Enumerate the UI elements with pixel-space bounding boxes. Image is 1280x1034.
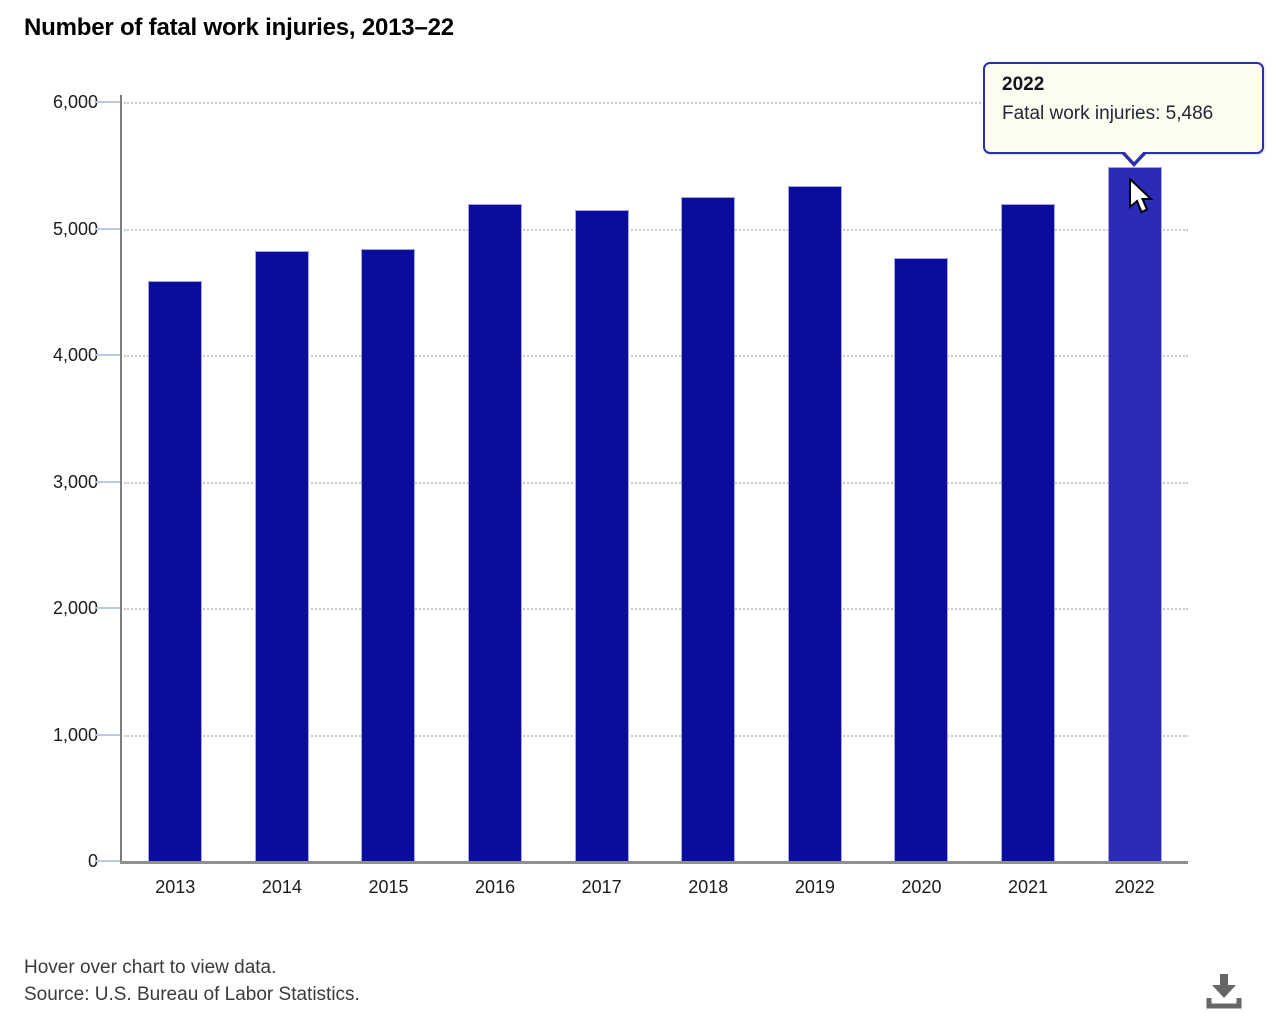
x-axis-line — [120, 861, 1188, 864]
bar-slot-2020 — [868, 102, 975, 861]
x-axis-labels: 2013 2014 2015 2016 2017 2018 2019 2020 2021 2022 — [122, 877, 1188, 898]
y-tick — [96, 734, 120, 736]
bar-slot-2019 — [762, 102, 869, 861]
tooltip-tail-fill — [1123, 150, 1145, 162]
bars-container — [122, 102, 1188, 861]
x-axis-label-2018: 2018 — [688, 877, 729, 897]
x-axis-label-2015: 2015 — [368, 877, 409, 897]
bar-slot-2018 — [655, 102, 762, 861]
tooltip-year: 2022 — [1002, 74, 1045, 95]
y-tick — [96, 228, 120, 230]
y-tick — [96, 481, 120, 483]
gridline-4000 — [124, 355, 1188, 357]
x-axis-label-2016: 2016 — [475, 877, 516, 897]
y-axis-label-0: 0 — [87, 851, 98, 871]
bar-2021[interactable] — [1001, 204, 1056, 861]
y-tick — [96, 607, 120, 609]
source-note: Source: U.S. Bureau of Labor Statistics. — [24, 984, 360, 1005]
download-button[interactable] — [1198, 970, 1250, 1014]
gridline-1000 — [124, 735, 1188, 737]
hover-hint: Hover over chart to view data. — [24, 957, 277, 978]
bar-2022[interactable] — [1107, 167, 1162, 861]
x-axis-label-2014: 2014 — [261, 877, 302, 897]
plot-area — [96, 95, 1188, 864]
bar-slot-2015 — [335, 102, 442, 861]
y-tick — [96, 860, 120, 862]
bar-2017[interactable] — [574, 210, 629, 861]
bar-2018[interactable] — [681, 197, 736, 861]
y-axis-label-4000: 4,000 — [52, 345, 98, 365]
gridline-3000 — [124, 482, 1188, 484]
bar-2019[interactable] — [787, 186, 842, 861]
y-tick — [96, 354, 120, 356]
bar-2015[interactable] — [361, 249, 416, 861]
y-axis-label-1000: 1,000 — [52, 725, 98, 745]
download-icon — [1202, 972, 1246, 1013]
y-tick — [96, 101, 120, 103]
chart-footer: Hover over chart to view data. Source: U… — [24, 954, 360, 1008]
mouse-cursor-icon — [1128, 176, 1156, 223]
gridline-5000 — [124, 229, 1188, 231]
gridline-2000 — [124, 608, 1188, 610]
x-axis-label-2013: 2013 — [155, 877, 196, 897]
y-axis-label-2000: 2,000 — [52, 598, 98, 618]
bar-slot-2013 — [122, 102, 229, 861]
x-axis-label-2017: 2017 — [581, 877, 622, 897]
bar-slot-2022 — [1081, 102, 1188, 861]
x-axis-label-2019: 2019 — [794, 877, 835, 897]
bar-slot-2016 — [442, 102, 549, 861]
bar-slot-2014 — [229, 102, 336, 861]
gridline-6000 — [124, 102, 1188, 104]
chart-title: Number of fatal work injuries, 2013–22 — [24, 14, 454, 41]
tooltip-value: Fatal work injuries: 5,486 — [1002, 103, 1214, 124]
bar-2016[interactable] — [468, 204, 523, 861]
x-axis-label-2022: 2022 — [1114, 877, 1155, 897]
y-axis-label-6000: 6,000 — [52, 92, 98, 112]
y-axis-line — [120, 95, 122, 863]
bar-2014[interactable] — [254, 251, 309, 861]
y-axis-label-3000: 3,000 — [52, 472, 98, 492]
tooltip: 2022 Fatal work injuries: 5,486 — [983, 62, 1264, 167]
x-axis-label-2020: 2020 — [901, 877, 942, 897]
x-axis-label-2021: 2021 — [1008, 877, 1049, 897]
bar-2020[interactable] — [894, 258, 949, 861]
y-axis-label-5000: 5,000 — [52, 219, 98, 239]
bar-2013[interactable] — [148, 281, 203, 861]
bar-slot-2017 — [548, 102, 655, 861]
chart: 2013 2014 2015 2016 2017 2018 2019 2020 2021 2022… — [52, 92, 1188, 898]
bar-slot-2021 — [975, 102, 1082, 861]
